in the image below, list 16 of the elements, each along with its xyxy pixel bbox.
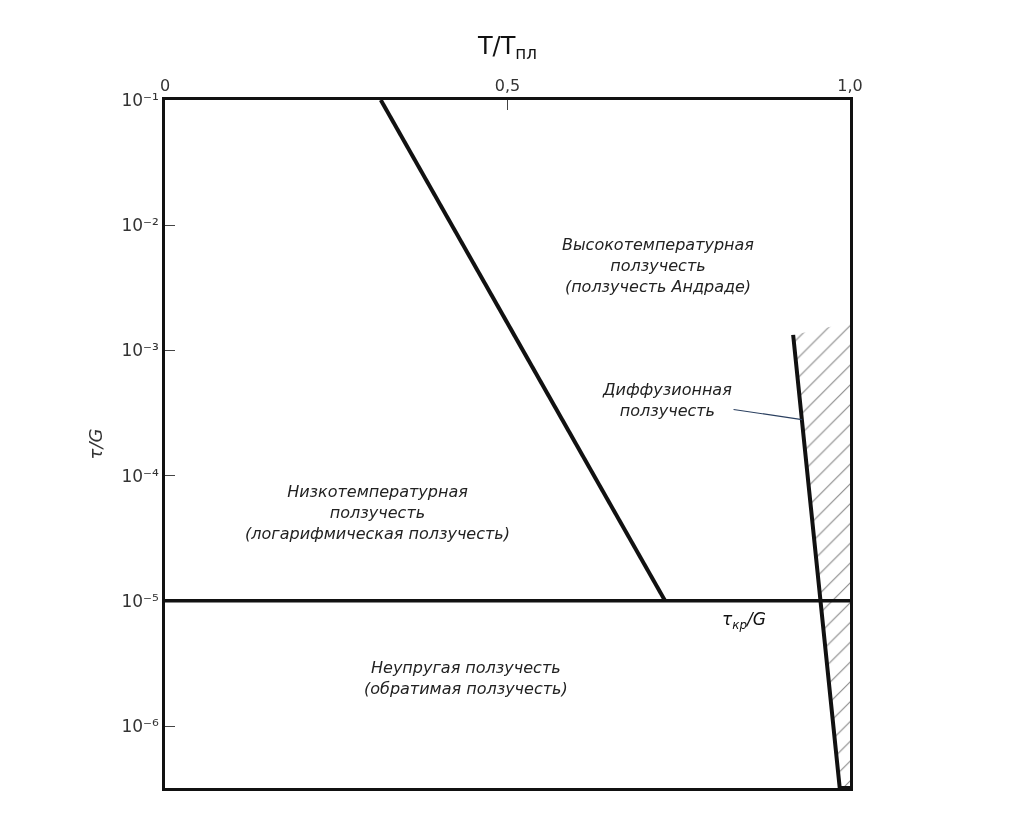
- y-axis-title: τ/G: [84, 428, 106, 460]
- annotation: Высокотемпературная ползучесть (ползучесть Андраде): [562, 235, 755, 296]
- x-axis-title: T/T$_{пл}$: [476, 31, 538, 63]
- x-tick-label: 0: [159, 75, 171, 95]
- y-tick-label: 10⁻⁴: [121, 465, 160, 486]
- annotation: Диффузионная ползучесть: [602, 380, 733, 420]
- annotation: Неупругая ползучесть (обратимая ползучесть): [364, 658, 568, 698]
- y-tick-label: 10⁻³: [121, 340, 159, 361]
- y-tick-label: 10⁻²: [121, 215, 159, 236]
- y-tick-label: 10⁻⁵: [121, 590, 159, 611]
- x-tick-label: 0,5: [494, 75, 521, 95]
- x-tick-label: 1,0: [837, 75, 863, 95]
- y-tick-label: 10⁻⁶: [121, 715, 160, 736]
- annotation: Низкотемпературная ползучесть (логарифмическая ползучесть): [245, 482, 510, 543]
- ref-line-label: τ$_{кр}$/G: [722, 609, 766, 632]
- y-tick-label: 10⁻¹: [121, 89, 159, 110]
